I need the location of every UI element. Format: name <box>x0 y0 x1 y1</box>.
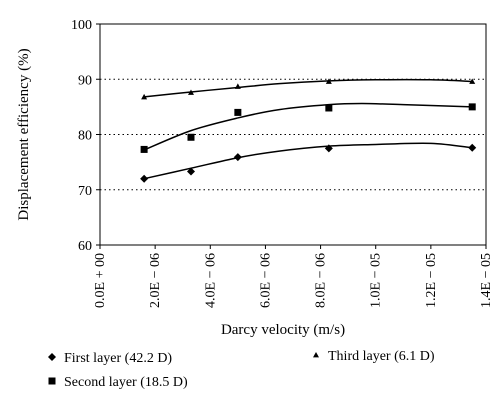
legend-label-3: Third layer (6.1 D) <box>328 349 435 364</box>
x-tick-label: 1.2E − 05 <box>424 253 439 308</box>
legend: First layer (42.2 D) Second layer (18.5 D… <box>48 349 435 390</box>
data-point-series-3 <box>469 78 476 84</box>
x-axis-title: Darcy velocity (m/s) <box>221 322 345 338</box>
data-point-series-1 <box>233 153 242 162</box>
y-tick-label: 100 <box>71 18 92 33</box>
trend-line-2 <box>143 102 473 151</box>
x-tick-label: 1.4E − 05 <box>479 253 494 308</box>
legend-label-2: Second layer (18.5 D) <box>64 375 188 390</box>
y-axis-title: Displacement efficiency (%) <box>16 48 32 220</box>
data-point-series-2 <box>468 103 476 111</box>
x-tick-label: 4.0E − 06 <box>203 253 218 308</box>
data-point-series-2 <box>234 108 242 116</box>
legend-label-1: First layer (42.2 D) <box>64 351 172 366</box>
data-point-series-1 <box>468 143 477 152</box>
y-tick-label: 60 <box>78 239 92 254</box>
y-tick-label: 70 <box>78 184 92 199</box>
data-point-series-1 <box>140 174 149 183</box>
legend-marker-3 <box>313 352 319 358</box>
x-axis-ticks: 0.0E + 00 2.0E − 06 4.0E − 06 6.0E − 06 8.0E… <box>93 245 494 308</box>
data-point-series-2 <box>140 145 148 153</box>
y-tick-label: 80 <box>78 129 92 144</box>
plot-frame <box>99 23 487 246</box>
x-tick-label: 6.0E − 06 <box>258 253 273 308</box>
data-point-series-3 <box>325 78 332 84</box>
trend-line-1 <box>143 142 473 180</box>
data-point-series-1 <box>186 167 195 176</box>
y-axis-ticks: 60 70 80 90 100 <box>71 18 100 254</box>
data-point-series-3 <box>234 83 241 89</box>
gridlines <box>100 78 486 191</box>
data-point-series-1 <box>324 144 333 153</box>
data-point-series-2 <box>325 104 333 112</box>
x-tick-label: 2.0E − 06 <box>148 253 163 308</box>
x-tick-label: 8.0E − 06 <box>314 253 329 308</box>
data-point-series-3 <box>141 93 148 100</box>
x-tick-label: 0.0E + 00 <box>93 253 108 308</box>
x-tick-label: 1.0E − 05 <box>369 253 384 308</box>
y-tick-label: 90 <box>78 73 92 88</box>
data-point-series-3 <box>187 89 194 95</box>
data-point-series-2 <box>187 133 195 141</box>
legend-marker-2 <box>48 377 56 385</box>
trend-line-3 <box>144 78 473 98</box>
trend-lines <box>143 78 473 180</box>
data-markers <box>140 78 477 183</box>
legend-marker-1 <box>48 353 56 361</box>
